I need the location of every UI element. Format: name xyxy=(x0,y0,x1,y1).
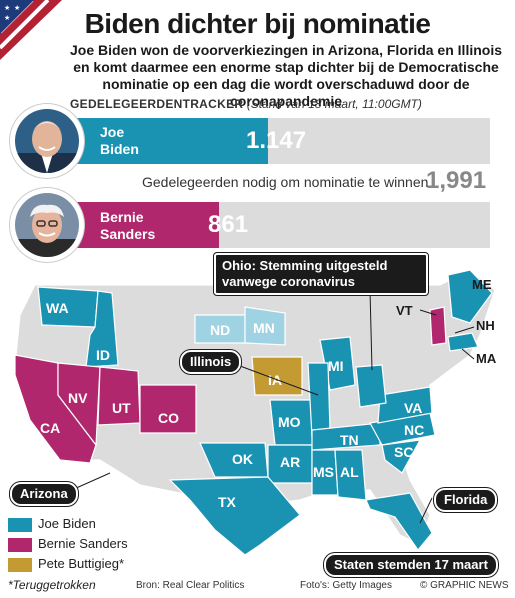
label-ca: CA xyxy=(40,420,60,436)
page-subtitle: Joe Biden won de voorverkiezingen in Ari… xyxy=(70,42,502,109)
illinois-callout: Illinois xyxy=(180,350,242,374)
biden-name: Joe Biden xyxy=(100,124,139,157)
label-ma: MA xyxy=(476,351,497,366)
state-ohio xyxy=(355,364,387,408)
us-map: WA ID ND MN CA NV UT CO IA MO MI OK AR T… xyxy=(14,269,497,556)
state-vt xyxy=(429,306,447,346)
label-ok: OK xyxy=(232,451,253,467)
label-vt: VT xyxy=(396,303,413,318)
legend-sanders-label: Bernie Sanders xyxy=(38,536,128,551)
label-mo: MO xyxy=(278,414,301,430)
state-sc xyxy=(381,439,422,474)
label-ar: AR xyxy=(280,454,300,470)
arizona-callout: Arizona xyxy=(10,482,78,506)
legend-sanders-swatch xyxy=(8,538,32,552)
delegates-needed-label: Gedelegeerden nodig om nominatie te winn… xyxy=(142,174,429,190)
state-tn xyxy=(311,422,381,451)
voted-date-callout: Staten stemden 17 maart xyxy=(324,553,498,577)
label-nh: NH xyxy=(476,318,495,333)
label-co: CO xyxy=(158,410,179,426)
state-ia xyxy=(251,356,303,396)
label-al: AL xyxy=(340,464,359,480)
state-me xyxy=(447,269,493,324)
sanders-bar-fill xyxy=(70,202,219,248)
state-va xyxy=(377,386,433,424)
svg-text:★: ★ xyxy=(4,4,10,12)
label-ut: UT xyxy=(112,400,131,416)
label-mn: MN xyxy=(253,320,275,336)
label-tn: TN xyxy=(340,432,359,448)
photo-credit: Foto's: Getty Images xyxy=(300,580,392,591)
sanders-delegate-count: 861 xyxy=(208,211,249,238)
sanders-photo xyxy=(15,193,79,257)
label-nd: ND xyxy=(210,322,230,338)
label-ia: IA xyxy=(268,372,282,388)
state-nv xyxy=(57,362,101,447)
label-wa: WA xyxy=(46,300,69,316)
biden-bar-fill xyxy=(70,118,269,164)
label-sc: SC xyxy=(394,444,413,460)
sanders-name: Bernie Sanders xyxy=(100,209,156,242)
state-tx xyxy=(168,476,301,556)
label-me: ME xyxy=(472,277,492,292)
svg-text:★: ★ xyxy=(4,14,10,22)
biden-photo xyxy=(15,109,79,173)
state-ut xyxy=(97,366,141,426)
label-mi: MI xyxy=(328,358,344,374)
state-fl xyxy=(365,492,433,551)
graphic-credit: © GRAPHIC NEWS xyxy=(420,580,509,591)
legend-buttigieg-swatch xyxy=(8,558,32,572)
legend-biden-swatch xyxy=(8,518,32,532)
florida-callout: Florida xyxy=(434,488,498,512)
footnote: *Teruggetrokken xyxy=(8,578,96,592)
us-flag-icon: ★ ★ ★ xyxy=(0,0,62,60)
svg-text:★: ★ xyxy=(14,4,20,12)
source-credit: Bron: Real Clear Politics xyxy=(136,580,245,591)
label-va: VA xyxy=(404,400,422,416)
ohio-callout: Ohio: Stemming uitgesteld vanwege corona… xyxy=(214,253,428,295)
legend-biden-label: Joe Biden xyxy=(38,516,96,531)
state-il xyxy=(307,362,331,438)
label-nv: NV xyxy=(68,390,88,406)
state-co xyxy=(139,384,197,434)
page-title: Biden dichter bij nominatie xyxy=(84,8,431,39)
label-id: ID xyxy=(96,347,110,363)
state-ma xyxy=(447,332,479,352)
tracker-heading: GEDELEGEERDENTRACKER (Stand van 18 maart… xyxy=(70,97,422,111)
legend-buttigieg-label: Pete Buttigieg* xyxy=(38,556,125,571)
label-nc: NC xyxy=(404,422,424,438)
delegates-needed-value: 1,991 xyxy=(426,167,487,194)
state-mn xyxy=(244,306,286,346)
label-ms: MS xyxy=(313,464,334,480)
label-tx: TX xyxy=(218,494,237,510)
biden-delegate-count: 1.147 xyxy=(246,127,307,154)
